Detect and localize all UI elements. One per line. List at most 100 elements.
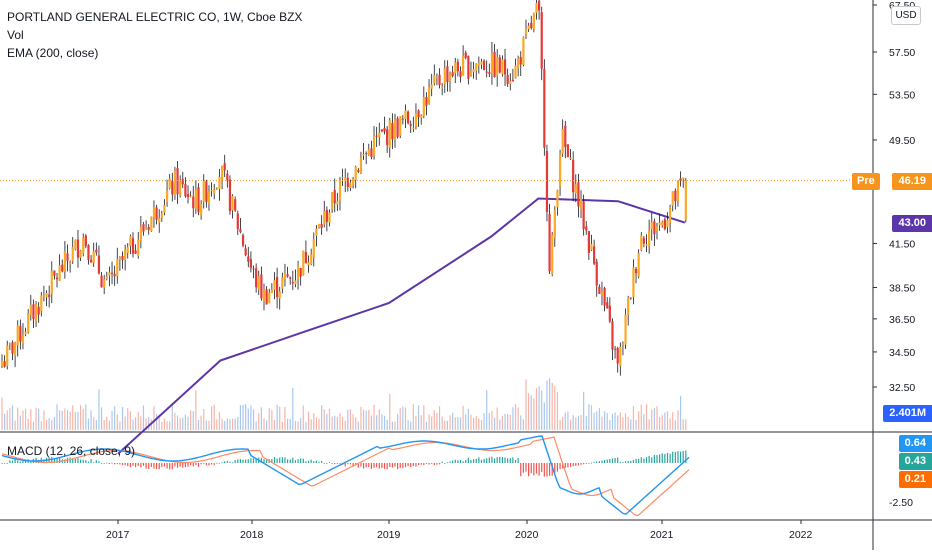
volume-bar	[622, 417, 624, 430]
macd-histogram-bar	[321, 460, 323, 463]
macd-histogram-bar	[166, 463, 168, 469]
volume-bar	[538, 386, 540, 430]
candle-body	[503, 59, 507, 75]
candle-body	[103, 279, 106, 288]
macd-histogram-bar	[158, 463, 160, 470]
volume-bar	[352, 414, 354, 430]
candle-body	[16, 325, 19, 346]
volume-bar	[250, 405, 252, 430]
macd-histogram-bar	[352, 463, 354, 467]
candle-body	[255, 268, 258, 288]
macd-histogram-bar	[433, 463, 435, 466]
macd-histogram-bar	[313, 461, 315, 463]
ema-line	[117, 197, 686, 455]
candle-body	[669, 206, 672, 223]
macd-histogram-bar	[402, 463, 404, 469]
volume-bar	[98, 389, 100, 430]
volume-bar	[446, 420, 448, 430]
volume-bar	[344, 420, 346, 430]
volume-bar	[465, 414, 467, 430]
macd-histogram-bar	[80, 459, 82, 463]
macd-histogram-bar	[250, 458, 252, 463]
macd-legend[interactable]: MACD (12, 26, close, 9)	[7, 444, 136, 458]
macd-histogram-bar	[4, 463, 6, 464]
currency-label[interactable]: USD	[891, 6, 921, 25]
macd-histogram-bar	[231, 462, 234, 464]
volume-bar	[596, 411, 598, 430]
candle-body	[593, 246, 596, 264]
macd-histogram-bar	[336, 463, 338, 464]
volume-bar	[577, 415, 579, 430]
ema-legend[interactable]: EMA (200, close)	[7, 46, 99, 60]
candle-body	[346, 177, 349, 187]
volume-bar	[66, 410, 69, 430]
macd-histogram-bar	[328, 462, 331, 463]
macd-histogram-bar	[121, 463, 124, 466]
macd-histogram-bar	[386, 463, 388, 470]
candle-body	[658, 222, 661, 226]
macd-histogram-bar	[391, 463, 393, 468]
macd-tick-label: -2.50	[889, 497, 913, 509]
volume-bar	[237, 416, 239, 430]
volume-bar	[121, 407, 124, 430]
volume-bar	[386, 419, 388, 430]
candle-body	[438, 74, 441, 85]
macd-histogram-bar	[323, 462, 325, 464]
candle-body	[608, 305, 611, 322]
volume-bar	[216, 419, 218, 430]
macd-histogram-bar	[483, 458, 485, 463]
volume-bar	[664, 412, 666, 430]
volume-bar	[559, 419, 561, 430]
volume-bar	[184, 414, 186, 430]
candle-body	[582, 201, 585, 230]
macd-histogram-bar	[137, 463, 139, 466]
candle-body	[213, 189, 216, 194]
candle-body	[6, 345, 9, 367]
volume-bar	[619, 412, 621, 430]
candle-body	[181, 178, 184, 185]
candle-body	[197, 187, 200, 213]
macd-histogram-bar	[344, 463, 346, 467]
volume-bar	[522, 419, 524, 430]
volume-bar	[674, 420, 676, 430]
time-tick-label: 2018	[240, 529, 264, 541]
candle-body	[53, 270, 56, 276]
volume-bar	[74, 412, 76, 430]
macd-histogram-bar	[457, 460, 459, 463]
macd-histogram-bar	[289, 459, 291, 463]
volume-bar	[11, 405, 14, 430]
volume-bar	[624, 413, 627, 430]
volume-bar	[108, 420, 111, 430]
macd-histogram-bar	[611, 458, 614, 463]
candle-body	[312, 239, 315, 258]
volume-bar	[302, 405, 304, 430]
candle-body	[632, 267, 635, 298]
symbol-legend[interactable]: PORTLAND GENERAL ELECTRIC CO, 1W, Cboe B…	[7, 10, 303, 24]
candle-body	[176, 168, 179, 195]
macd-histogram-bar	[148, 463, 150, 469]
volume-bar	[679, 395, 682, 430]
candle-body	[200, 204, 203, 216]
macd-histogram-bar	[14, 459, 16, 463]
volume-bar	[431, 416, 433, 430]
candle-body	[527, 25, 530, 30]
macd-histogram-bar	[208, 463, 210, 466]
volume-bar	[368, 409, 370, 430]
candle-body	[514, 65, 517, 79]
volume-legend[interactable]: Vol	[7, 28, 24, 42]
price-tick-label: 34.50	[889, 347, 915, 359]
candle-body	[412, 127, 415, 129]
candle-body	[637, 253, 640, 277]
macd-histogram-bar	[569, 463, 572, 467]
macd-histogram-bar	[606, 459, 608, 463]
volume-bar	[137, 411, 139, 430]
macd-histogram-bar	[452, 460, 454, 463]
macd-histogram-bar	[656, 455, 658, 463]
candle-body	[676, 181, 680, 202]
candle-body	[92, 251, 95, 263]
macd-histogram-bar	[64, 459, 66, 463]
macd-histogram-bar	[672, 451, 674, 463]
macd-histogram-bar	[142, 463, 145, 466]
